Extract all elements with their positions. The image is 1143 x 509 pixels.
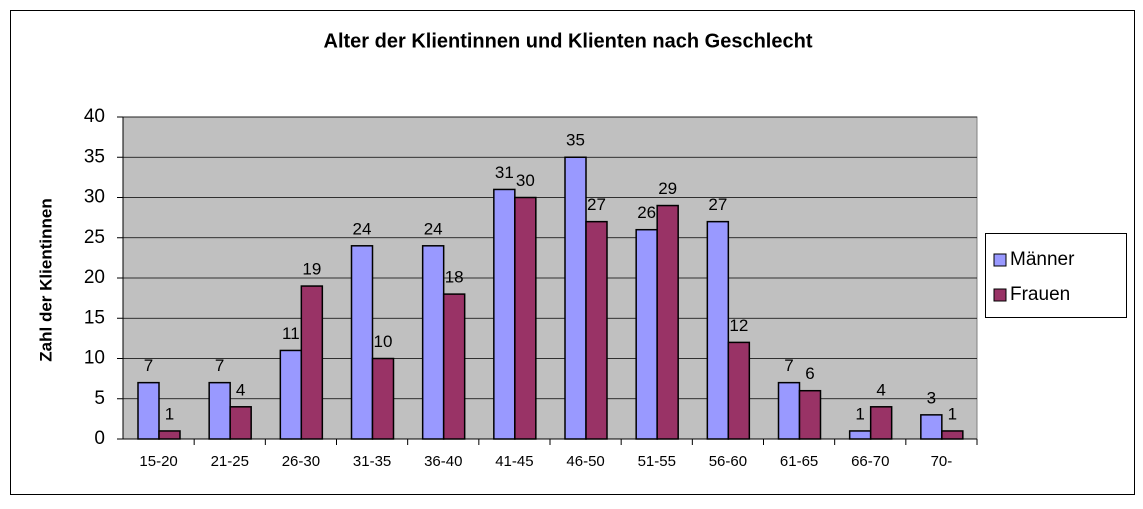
bar — [158, 430, 181, 440]
x-tick-label: 70- — [931, 453, 953, 470]
data-label: 27 — [587, 195, 606, 214]
legend-box — [985, 233, 1127, 318]
bar — [300, 285, 324, 440]
bar — [727, 341, 751, 440]
data-label: 1 — [165, 404, 174, 423]
bar — [208, 381, 231, 440]
bar — [585, 220, 608, 440]
y-tick-label: 15 — [84, 307, 105, 328]
data-label: 3 — [927, 388, 936, 407]
bar — [279, 349, 303, 440]
bar — [442, 293, 466, 440]
y-tick-label: 30 — [84, 187, 105, 208]
data-label: 10 — [374, 332, 393, 351]
x-tick-label: 61-65 — [780, 453, 818, 470]
data-label: 7 — [215, 356, 224, 375]
x-tick-label: 26-30 — [282, 453, 320, 470]
data-label: 1 — [855, 404, 864, 423]
x-tick-label: 46-50 — [566, 453, 604, 470]
data-label: 7 — [784, 356, 793, 375]
y-tick-label: 20 — [84, 267, 105, 288]
data-label: 18 — [445, 268, 464, 287]
bar — [848, 430, 872, 440]
data-label: 24 — [424, 219, 443, 238]
y-axis-label: Zahl der Klientinnen — [36, 198, 55, 361]
x-tick-label: 56-60 — [709, 453, 747, 470]
data-label: 29 — [658, 179, 677, 198]
data-label: 12 — [729, 316, 748, 335]
data-label: 4 — [876, 380, 885, 399]
bar — [514, 196, 537, 440]
data-label: 24 — [353, 219, 372, 238]
x-tick-label: 31-35 — [353, 453, 391, 470]
bar — [920, 414, 943, 440]
data-label: 30 — [516, 171, 535, 190]
chart-title: Alter der Klientinnen und Klienten nach … — [324, 30, 813, 52]
data-label: 26 — [637, 203, 656, 222]
bar — [350, 245, 374, 440]
bar — [137, 381, 160, 440]
y-tick-label: 25 — [84, 227, 105, 248]
data-label: 7 — [144, 356, 153, 375]
x-tick-label: 66-70 — [851, 453, 889, 470]
bar — [493, 188, 516, 440]
bar — [869, 406, 893, 440]
data-label: 31 — [495, 163, 514, 182]
data-label: 35 — [566, 131, 585, 150]
data-label: 4 — [236, 380, 245, 399]
data-label: 11 — [282, 324, 300, 343]
x-tick-label: 21-25 — [211, 453, 249, 470]
bar — [229, 406, 252, 440]
x-tick-label: 51-55 — [638, 453, 676, 470]
bar — [706, 220, 730, 440]
bar — [635, 228, 658, 440]
y-tick-label: 40 — [84, 106, 105, 127]
y-tick-label: 10 — [84, 348, 105, 369]
x-tick-label: 41-45 — [495, 453, 533, 470]
data-label: 19 — [302, 260, 321, 279]
legend-label: Frauen — [1010, 284, 1070, 305]
bar — [798, 389, 822, 440]
y-tick-label: 0 — [94, 428, 105, 449]
legend-swatch — [993, 288, 1007, 302]
data-label: 6 — [805, 364, 814, 383]
x-tick-label: 36-40 — [424, 453, 462, 470]
legend-label: Männer — [1010, 249, 1075, 270]
data-label: 1 — [948, 404, 957, 423]
bar — [656, 204, 679, 440]
bar — [421, 245, 445, 440]
bar — [564, 156, 587, 440]
y-tick-label: 35 — [84, 146, 105, 167]
y-tick-label: 5 — [94, 388, 105, 409]
bar — [941, 430, 964, 440]
bar — [777, 381, 801, 440]
bar — [371, 357, 395, 440]
legend-swatch — [993, 253, 1007, 267]
x-tick-label: 15-20 — [139, 453, 177, 470]
data-label: 27 — [708, 195, 727, 214]
